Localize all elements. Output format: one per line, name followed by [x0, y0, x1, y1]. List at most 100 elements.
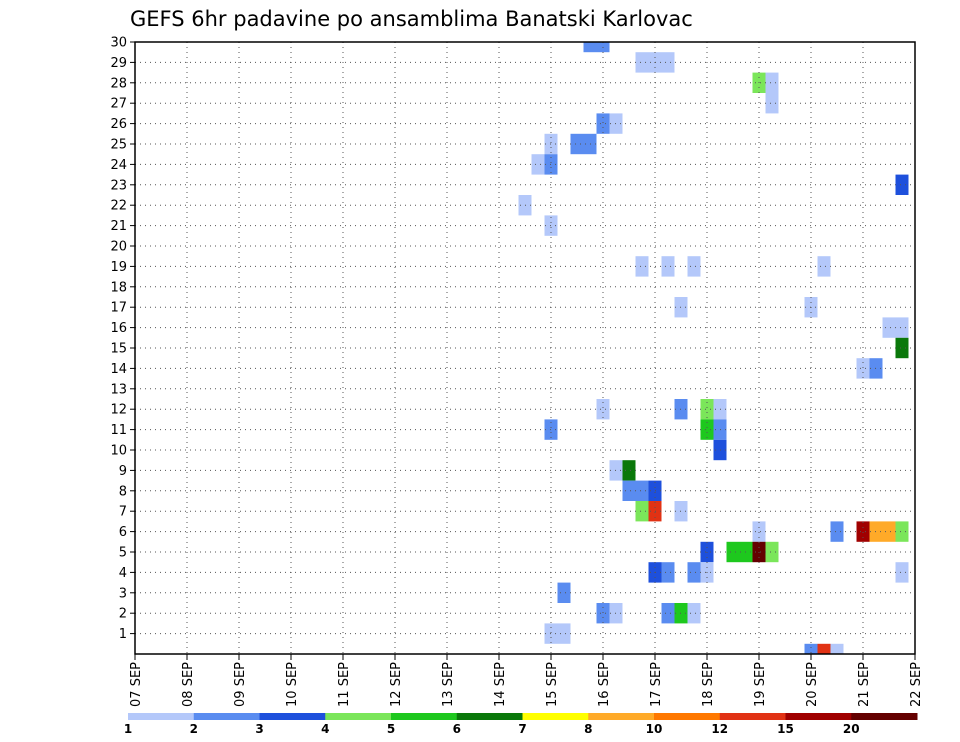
- y-tick-label: 6: [119, 525, 127, 540]
- legend-label: 15: [777, 722, 794, 736]
- legend-swatch: [325, 713, 392, 720]
- x-tick-label: 08 SEP: [181, 662, 196, 707]
- y-tick-label: 21: [110, 219, 127, 234]
- heatmap-cell: [557, 582, 571, 603]
- legend-label: 3: [255, 722, 263, 736]
- heatmap-cell: [882, 317, 896, 338]
- heatmap-cell: [700, 419, 714, 440]
- legend-swatch: [588, 713, 655, 720]
- y-tick-label: 13: [110, 382, 127, 397]
- y-tick-label: 22: [110, 199, 127, 214]
- heatmap-cell: [596, 399, 610, 420]
- heatmap-cell: [895, 337, 909, 359]
- y-tick-label: 5: [119, 546, 127, 561]
- heatmap-cell: [687, 562, 701, 583]
- legend-label: 4: [321, 722, 329, 736]
- color-legend: 1 2 3 4 5 6 7 8 10 12 15 20: [124, 713, 918, 736]
- legend-label: 6: [453, 722, 461, 736]
- legend-swatch: [654, 713, 721, 720]
- heatmap-cell: [570, 133, 584, 155]
- heatmap-cell: [596, 603, 610, 624]
- x-tick-label: 15 SEP: [545, 662, 560, 707]
- legend-label: 12: [711, 722, 728, 736]
- x-tick-label: 10 SEP: [285, 662, 300, 707]
- grid-lines: [135, 41, 915, 654]
- legend-label: 20: [843, 722, 860, 736]
- heatmap-cell: [622, 480, 636, 501]
- heatmap-cell: [895, 521, 909, 542]
- heatmap-cell: [765, 72, 779, 93]
- chart-title: GEFS 6hr padavine po ansamblima Banatski…: [130, 7, 693, 31]
- heatmap-cell: [765, 93, 779, 114]
- heatmap-cell: [661, 603, 675, 624]
- heatmap-cell: [700, 399, 714, 420]
- heatmap-cell: [661, 52, 675, 73]
- heatmap-cell: [765, 541, 779, 563]
- y-tick-label: 12: [110, 403, 127, 418]
- y-tick-label: 20: [110, 240, 127, 255]
- y-tick-label: 14: [110, 362, 127, 377]
- y-tick-label: 10: [110, 444, 127, 459]
- y-tick-label: 27: [110, 97, 127, 112]
- heatmap-cell: [817, 643, 831, 654]
- heatmap-cell: [622, 460, 636, 481]
- x-tick-label: 21 SEP: [857, 662, 872, 707]
- y-tick-label: 23: [110, 178, 127, 193]
- heatmap-cell: [635, 501, 649, 522]
- heatmap-cell: [635, 480, 649, 501]
- y-tick-label: 17: [110, 301, 127, 316]
- heatmap-cell: [895, 562, 909, 583]
- legend-label: 2: [190, 722, 198, 736]
- y-tick-label: 24: [110, 158, 127, 173]
- y-tick-label: 11: [110, 423, 127, 438]
- y-tick-label: 29: [110, 56, 127, 71]
- heatmap-cell: [752, 521, 766, 542]
- heatmap-cell: [895, 174, 909, 195]
- heatmap-cell: [635, 52, 649, 73]
- heatmap-cell: [596, 113, 610, 134]
- legend-swatch: [259, 713, 326, 720]
- heatmap-cell: [687, 603, 701, 624]
- legend-swatch: [391, 713, 458, 720]
- y-axis: 1234567891011121314151617181920212223242…: [110, 36, 135, 642]
- x-tick-label: 09 SEP: [233, 662, 248, 707]
- x-axis: 07 SEP 08 SEP 09 SEP 10 SEP 11 SEP 12 SEP 13 S…: [129, 654, 924, 707]
- heatmap-cell: [817, 256, 831, 277]
- x-tick-label: 18 SEP: [701, 662, 716, 707]
- x-tick-label: 20 SEP: [805, 662, 820, 707]
- y-tick-label: 9: [119, 464, 127, 479]
- x-tick-label: 22 SEP: [909, 662, 924, 707]
- heatmap-cell: [856, 521, 870, 542]
- heatmap-cell: [804, 643, 818, 654]
- heatmap-cell: [583, 42, 597, 53]
- legend-swatch: [456, 713, 523, 720]
- y-tick-label: 7: [119, 505, 127, 520]
- y-tick-label: 25: [110, 138, 127, 153]
- y-tick-label: 16: [110, 321, 127, 336]
- y-tick-label: 15: [110, 342, 127, 357]
- y-tick-label: 19: [110, 260, 127, 275]
- y-tick-label: 26: [110, 117, 127, 132]
- heatmap-cell: [635, 256, 649, 277]
- heatmap-cell: [661, 256, 675, 277]
- y-tick-label: 30: [110, 36, 127, 51]
- heatmap-cell: [830, 643, 844, 654]
- y-tick-label: 4: [119, 566, 127, 581]
- x-tick-label: 14 SEP: [493, 662, 508, 707]
- y-tick-label: 18: [110, 280, 127, 295]
- legend-swatch: [851, 713, 918, 720]
- legend-label: 8: [584, 722, 592, 736]
- x-tick-label: 07 SEP: [129, 662, 144, 707]
- x-tick-label: 17 SEP: [649, 662, 664, 707]
- legend-label: 5: [387, 722, 395, 736]
- legend-swatch: [719, 713, 786, 720]
- legend-swatch: [128, 713, 195, 720]
- x-tick-label: 16 SEP: [597, 662, 612, 707]
- legend-swatch: [785, 713, 852, 720]
- heatmap-cell: [661, 562, 675, 583]
- legend-swatch: [193, 713, 260, 720]
- heatmap-cell: [895, 317, 909, 338]
- heatmap-cell: [856, 358, 870, 379]
- x-tick-label: 19 SEP: [753, 662, 768, 707]
